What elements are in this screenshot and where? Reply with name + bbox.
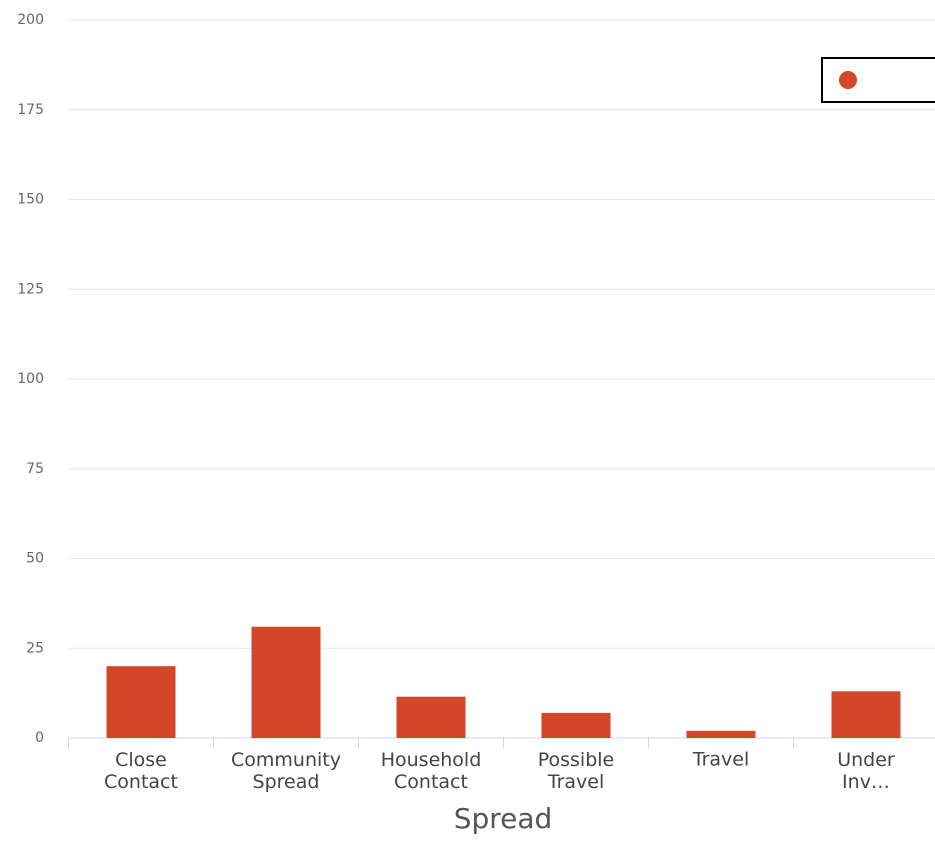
bar [686,730,756,738]
x-tick-label: Possible Travel [538,749,615,793]
bar [106,666,176,738]
y-tick-label: 125 [17,281,44,297]
y-tick-label: 100 [17,371,44,387]
x-tick-label: Community Spread [231,749,341,793]
y-tick-label: 50 [26,551,44,567]
x-tick-label-line: Under [837,749,895,771]
x-tick-label-line: Contact [394,771,468,793]
bar [251,626,321,738]
bar [541,712,611,738]
x-tick-label-line: Household [381,749,482,771]
x-tick-label-line: Inv… [842,771,890,793]
y-tick-label: 175 [17,102,44,118]
bar [831,691,901,738]
legend-symbol [839,71,857,89]
y-tick-label: 75 [26,461,44,477]
y-tick-label: 25 [26,640,44,656]
x-tick-label: Under Inv… [837,749,895,793]
x-tick-label-line: Possible [538,749,615,771]
y-tick-label: 200 [17,12,44,28]
x-tick-label-line: Close [115,749,167,771]
x-tick-label-line: Travel [547,771,604,793]
x-tick-label-line: Community [231,749,341,771]
x-tick-label-line: Spread [253,771,320,793]
x-tick-label: Close Contact [104,749,178,793]
x-axis-title: Spread [454,802,553,835]
x-tick-label-line: Contact [104,771,178,793]
legend-box [821,57,935,103]
bar [396,696,466,738]
x-tick-label: Household Contact [381,749,482,793]
y-tick-label: 0 [35,730,44,746]
legend [821,57,935,103]
y-tick-label: 150 [17,192,44,208]
x-tick-label: Travel [692,749,749,771]
